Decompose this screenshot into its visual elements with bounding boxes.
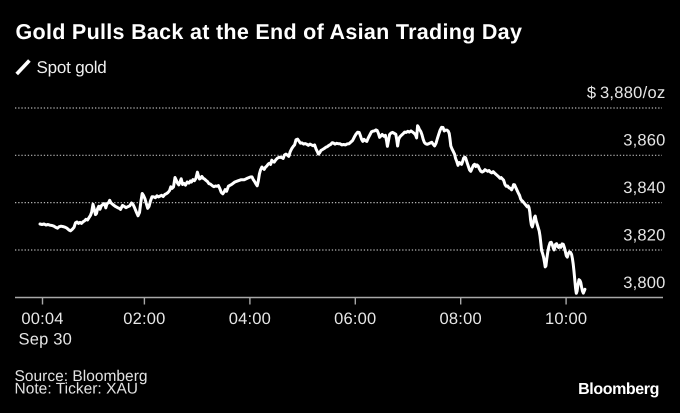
svg-text:02:00: 02:00 bbox=[123, 310, 165, 328]
svg-text:3,800: 3,800 bbox=[623, 274, 665, 292]
svg-text:$ 3,880/oz: $ 3,880/oz bbox=[587, 84, 666, 102]
svg-text:Note: Ticker: XAU: Note: Ticker: XAU bbox=[15, 380, 139, 397]
svg-text:00:04: 00:04 bbox=[21, 310, 63, 328]
svg-text:10:00: 10:00 bbox=[545, 310, 587, 328]
svg-text:06:00: 06:00 bbox=[334, 310, 376, 328]
svg-text:08:00: 08:00 bbox=[440, 310, 482, 328]
svg-text:Gold Pulls Back at the End of: Gold Pulls Back at the End of Asian Trad… bbox=[16, 20, 523, 44]
svg-text:3,840: 3,840 bbox=[623, 179, 665, 197]
svg-text:Bloomberg: Bloomberg bbox=[578, 381, 659, 398]
svg-text:3,860: 3,860 bbox=[623, 132, 665, 150]
svg-text:04:00: 04:00 bbox=[229, 310, 271, 328]
svg-text:Source: Bloomberg: Source: Bloomberg bbox=[15, 368, 148, 385]
svg-text:Spot gold: Spot gold bbox=[37, 58, 107, 77]
svg-text:3,820: 3,820 bbox=[623, 227, 665, 245]
svg-text:Sep 30: Sep 30 bbox=[19, 331, 73, 349]
